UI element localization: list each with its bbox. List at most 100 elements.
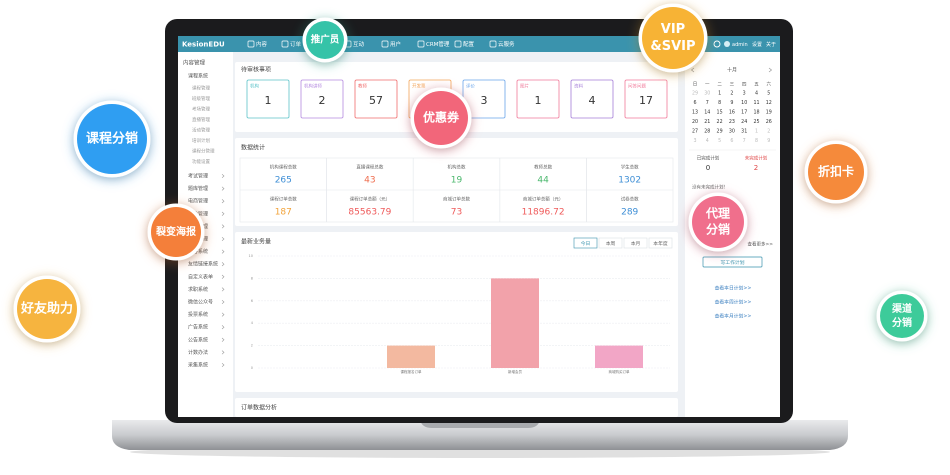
calendar-day[interactable]: 9 <box>730 100 733 106</box>
nav-item[interactable]: 用户 <box>390 40 401 48</box>
bubble-label[interactable]: 分销 <box>706 222 730 237</box>
pending-box[interactable] <box>354 79 398 119</box>
nav-item[interactable]: 配置 <box>463 41 475 48</box>
chart-tab-label[interactable]: 今日 <box>581 240 591 247</box>
sidebar-item[interactable]: 公告系统 <box>188 336 208 343</box>
calendar-day[interactable]: 13 <box>692 110 698 116</box>
plan-button-label[interactable]: 写工作计划 <box>721 259 745 266</box>
sidebar-item[interactable]: 考试管理 <box>188 173 208 180</box>
bubble-label[interactable]: &SVIP <box>650 39 695 54</box>
bubble-label[interactable]: VIP <box>661 22 685 37</box>
pending-box[interactable] <box>570 79 614 119</box>
calendar-day[interactable]: 30 <box>729 129 735 135</box>
calendar-day[interactable]: 14 <box>704 110 710 116</box>
bubble-label[interactable]: 折扣卡 <box>818 164 854 179</box>
bubble-label[interactable]: 课程分销 <box>86 131 138 147</box>
calendar-day[interactable]: 29 <box>717 129 723 135</box>
calendar-day[interactable]: 28 <box>704 129 710 135</box>
pending-box[interactable] <box>300 79 344 119</box>
sidebar-subitem[interactable]: 课程分管理 <box>192 148 215 155</box>
chart-tab-label[interactable]: 本年度 <box>653 240 668 247</box>
bubble-label[interactable]: 渠道 <box>891 302 912 315</box>
calendar-day[interactable]: 8 <box>718 100 721 106</box>
sidebar-item[interactable]: 电商管理 <box>188 198 208 205</box>
bubble-label[interactable]: 好友助力 <box>20 301 73 317</box>
sidebar-subitem[interactable]: 班级管理 <box>192 95 210 102</box>
bubble[interactable] <box>151 207 201 257</box>
sidebar-item[interactable]: 企业管理 <box>188 210 208 217</box>
calendar-day[interactable]: 18 <box>753 110 759 116</box>
pending-box[interactable] <box>516 79 560 119</box>
calendar-day[interactable]: 1 <box>718 91 721 97</box>
bubble[interactable] <box>17 279 77 339</box>
nav-item[interactable]: 内容 <box>256 40 268 48</box>
bubble-label[interactable]: 代理 <box>705 206 730 221</box>
calendar-day[interactable]: 3 <box>743 91 746 97</box>
bubble[interactable] <box>77 104 147 174</box>
sidebar-subitem[interactable]: 考场管理 <box>192 106 210 113</box>
sidebar-item[interactable]: 求职系统 <box>188 286 208 293</box>
plan-link[interactable]: 查看本月计划>> <box>715 313 752 320</box>
calendar-day[interactable]: 6 <box>693 100 696 106</box>
sidebar-item[interactable]: 友情链接系统 <box>188 261 218 268</box>
sidebar-group[interactable]: 课程系统 <box>188 73 208 80</box>
chart-tab[interactable] <box>623 237 648 249</box>
calendar-day[interactable]: 1 <box>755 129 758 135</box>
bubble[interactable] <box>880 294 924 338</box>
calendar-day[interactable]: 10 <box>741 100 747 106</box>
calendar-day[interactable]: 6 <box>730 138 733 144</box>
calendar-day[interactable]: 17 <box>741 110 747 116</box>
sidebar-item[interactable]: 投票系统 <box>188 311 208 318</box>
calendar-day[interactable]: 27 <box>692 129 698 135</box>
calendar-day[interactable]: 21 <box>704 119 710 125</box>
plan-button[interactable] <box>702 256 763 268</box>
calendar-next[interactable] <box>768 67 773 73</box>
nav-item[interactable]: 订单 <box>290 40 302 48</box>
nav-link[interactable]: 关于 <box>766 41 776 48</box>
bubble[interactable] <box>808 144 864 200</box>
sidebar-subitem[interactable]: 活动管理 <box>192 127 210 134</box>
calendar-day[interactable]: 8 <box>755 138 758 144</box>
bubble[interactable] <box>642 7 704 69</box>
calendar-day[interactable]: 12 <box>766 100 772 106</box>
calendar-prev[interactable] <box>690 67 695 73</box>
calendar-day[interactable]: 15 <box>717 110 723 116</box>
sidebar-subitem[interactable]: 培训计划 <box>192 137 210 144</box>
chart-tab-label[interactable]: 本周 <box>606 240 616 247</box>
calendar-day[interactable]: 24 <box>741 119 747 125</box>
calendar-day[interactable]: 19 <box>766 110 772 116</box>
calendar-day[interactable]: 2 <box>767 129 770 135</box>
nav-item[interactable]: CRM管理 <box>426 40 450 48</box>
sidebar-item[interactable]: 微信公众号 <box>188 299 213 306</box>
bubble-label[interactable]: 裂变海报 <box>155 225 196 238</box>
bubble[interactable] <box>414 91 468 145</box>
sidebar-item[interactable]: 采集系统 <box>188 362 208 369</box>
calendar-day[interactable]: 5 <box>767 91 770 97</box>
plan-link[interactable]: 查看本周计划>> <box>715 299 752 306</box>
bubble-label[interactable]: 优惠券 <box>423 110 460 125</box>
bubble[interactable] <box>306 21 344 59</box>
calendar-day[interactable]: 30 <box>704 91 710 97</box>
plan-more[interactable]: 查看更多>> <box>747 241 773 248</box>
nav-link[interactable]: 设置 <box>752 41 762 48</box>
chart-tab[interactable] <box>648 237 673 249</box>
calendar-day[interactable]: 2 <box>730 91 733 97</box>
chart-tab-label[interactable]: 本月 <box>631 240 641 247</box>
sidebar-subitem[interactable]: 课程管理 <box>192 85 210 92</box>
calendar-day[interactable]: 26 <box>766 119 772 125</box>
calendar-day[interactable]: 22 <box>717 119 723 125</box>
sidebar-subitem[interactable]: 功能设置 <box>192 158 210 165</box>
calendar-day[interactable]: 29 <box>692 91 698 97</box>
sidebar-item[interactable]: 广告系统 <box>188 324 208 331</box>
calendar-day[interactable]: 31 <box>741 129 747 135</box>
plan-link[interactable]: 查看本日计划>> <box>715 285 752 292</box>
calendar-day[interactable]: 4 <box>755 91 758 97</box>
calendar-day[interactable]: 11 <box>753 100 759 106</box>
calendar-day[interactable]: 7 <box>706 100 709 106</box>
bubble-label[interactable]: 推广员 <box>311 34 340 46</box>
calendar-day[interactable]: 5 <box>718 138 721 144</box>
calendar-day[interactable]: 25 <box>753 119 759 125</box>
bubble[interactable] <box>692 196 744 248</box>
calendar-day[interactable]: 3 <box>693 138 696 144</box>
calendar-day[interactable]: 16 <box>729 110 735 116</box>
